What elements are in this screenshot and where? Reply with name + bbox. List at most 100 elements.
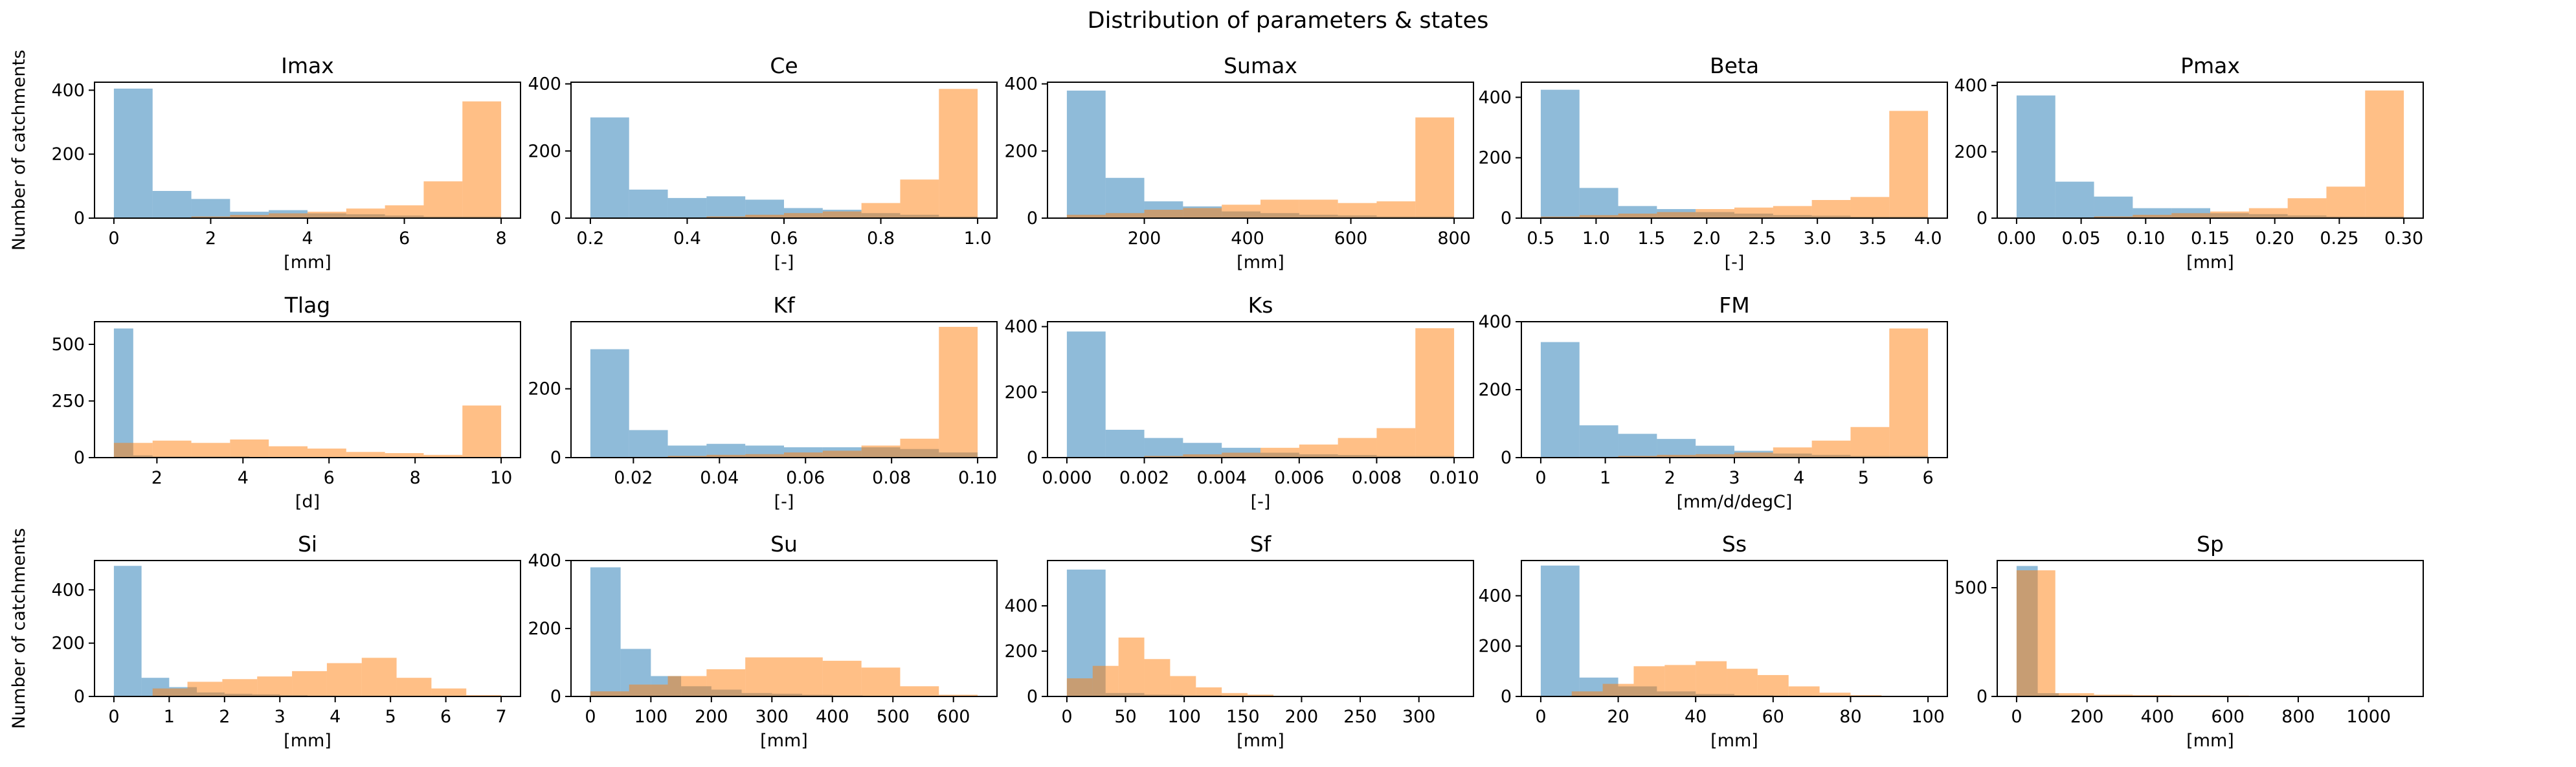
x-axis-label: [-] bbox=[774, 492, 794, 512]
bar-s2-8 bbox=[900, 438, 939, 458]
x-axis-label: [mm/d/degC] bbox=[1677, 492, 1793, 512]
bar-s2-3 bbox=[706, 216, 746, 218]
bar-s2-5 bbox=[1260, 447, 1299, 458]
bar-s2-6 bbox=[822, 450, 862, 458]
y-tick-label: 200 bbox=[1004, 641, 1038, 661]
bar-s2-7 bbox=[861, 667, 901, 697]
bar-s2-5 bbox=[784, 452, 823, 458]
bar-s2-6 bbox=[1773, 206, 1812, 218]
x-tick-label: 6 bbox=[399, 228, 410, 249]
x-tick-label: 500 bbox=[876, 707, 910, 727]
bar-s1-0 bbox=[590, 349, 629, 458]
bar-s2-7 bbox=[1788, 686, 1820, 696]
bar-s2-6 bbox=[361, 658, 397, 696]
bar-s2-5 bbox=[308, 449, 346, 458]
panel-title: Ss bbox=[1722, 531, 1747, 557]
x-tick-label: 0.10 bbox=[958, 468, 997, 488]
x-tick-label: 0 bbox=[585, 707, 596, 727]
axes-frame bbox=[94, 560, 521, 697]
x-tick-label: 2 bbox=[1664, 468, 1675, 488]
panel-sf: 0 50 100 150 200 250 300 0 200 400 Sf [mm] bbox=[1004, 531, 1474, 751]
axes-frame bbox=[1047, 82, 1474, 219]
bar-s1-1 bbox=[2055, 181, 2094, 218]
bar-s2-0 bbox=[152, 688, 188, 696]
bar-s2-3 bbox=[257, 676, 293, 696]
bar-s1-0 bbox=[1066, 331, 1106, 458]
bar-s2-2 bbox=[222, 679, 258, 696]
x-tick-label: 400 bbox=[816, 707, 849, 727]
x-tick-label: 0.15 bbox=[2191, 228, 2230, 249]
panel-ce: 0.2 0.4 0.6 0.8 1.0 0 200 400 Ce [-] bbox=[528, 53, 998, 272]
y-tick-label: 200 bbox=[1478, 636, 1512, 656]
bar-s2-2 bbox=[1633, 666, 1665, 696]
y-tick-label: 0 bbox=[1977, 208, 1988, 228]
panel-kf: 0.02 0.04 0.06 0.08 0.10 0 200 Kf [-] bbox=[528, 293, 998, 512]
panel-su: 0 100 200 300 400 500 600 0 200 400 Su [mm] bbox=[528, 531, 998, 751]
panel-title: Si bbox=[298, 531, 317, 557]
x-tick-label: 0 bbox=[2011, 707, 2022, 727]
x-axis-label: [-] bbox=[774, 252, 794, 272]
x-tick-label: 40 bbox=[1685, 707, 1707, 727]
bar-s2-5 bbox=[1734, 207, 1773, 218]
y-tick-label: 0 bbox=[550, 208, 561, 228]
x-axis-label: [mm] bbox=[2186, 252, 2234, 272]
y-tick-label: 400 bbox=[1478, 586, 1512, 606]
x-tick-label: 600 bbox=[2211, 707, 2245, 727]
x-tick-label: 3 bbox=[274, 707, 286, 727]
bar-s2-8 bbox=[1819, 693, 1851, 696]
bar-s2-4 bbox=[1170, 676, 1196, 696]
bar-s2-3 bbox=[230, 215, 269, 218]
x-tick-label: 20 bbox=[1607, 707, 1629, 727]
bar-s1-1 bbox=[1105, 429, 1145, 458]
bar-s1-3 bbox=[706, 443, 746, 458]
bar-s2-4 bbox=[1222, 205, 1260, 218]
bar-s2-6 bbox=[1757, 674, 1789, 696]
bar-s2-6 bbox=[1773, 447, 1812, 458]
panel-fm: 0 1 2 3 4 5 6 0 200 400 FM [mm/d/degC] bbox=[1478, 293, 1948, 512]
y-tick-label: 0 bbox=[1027, 448, 1038, 468]
x-tick-label: 0.002 bbox=[1119, 468, 1169, 488]
y-tick-label: 500 bbox=[1954, 578, 1988, 598]
x-tick-label: 1.0 bbox=[1582, 228, 1610, 249]
bar-s2-3 bbox=[1664, 665, 1696, 696]
y-tick-label: 0 bbox=[74, 448, 85, 468]
bar-s1-1 bbox=[1579, 425, 1618, 458]
x-tick-label: 0.008 bbox=[1352, 468, 1402, 488]
bar-s2-9 bbox=[2365, 90, 2404, 218]
panel-title: Kf bbox=[773, 293, 796, 318]
x-tick-label: 60 bbox=[1762, 707, 1784, 727]
bar-s2-7 bbox=[1811, 200, 1851, 218]
bar-s2-9 bbox=[1415, 328, 1455, 458]
bar-s1-3 bbox=[1657, 439, 1696, 458]
bar-s2-8 bbox=[423, 454, 463, 458]
x-tick-label: 6 bbox=[440, 707, 451, 727]
x-tick-label: 300 bbox=[756, 707, 789, 727]
panel-si: 0 1 2 3 4 5 6 7 0 200 400 Si [mm] Number of catchment… bbox=[9, 528, 521, 751]
x-axis-label: [mm] bbox=[2186, 731, 2234, 751]
bar-s2-8 bbox=[900, 686, 939, 696]
bar-s2-3 bbox=[1657, 454, 1696, 458]
bar-s2-5 bbox=[308, 212, 346, 218]
x-tick-label: 6 bbox=[324, 468, 335, 488]
x-tick-label: 8 bbox=[495, 228, 506, 249]
y-tick-label: 500 bbox=[51, 335, 85, 355]
bar-s2-7 bbox=[1248, 695, 1273, 696]
x-tick-label: 0 bbox=[1535, 468, 1546, 488]
x-tick-label: 0 bbox=[108, 228, 119, 249]
y-tick-label: 400 bbox=[1954, 76, 1988, 96]
bar-s2-9 bbox=[1889, 111, 1929, 218]
bar-s2-5 bbox=[784, 213, 823, 218]
bar-s2-5 bbox=[1260, 199, 1299, 218]
y-tick-label: 400 bbox=[528, 551, 561, 571]
x-tick-label: 1.5 bbox=[1637, 228, 1665, 249]
bar-s2-0 bbox=[590, 691, 629, 697]
x-tick-label: 5 bbox=[1858, 468, 1869, 488]
bar-s2-2 bbox=[191, 443, 230, 458]
bar-s2-1 bbox=[1092, 665, 1119, 696]
x-tick-label: 4 bbox=[238, 468, 249, 488]
x-tick-label: 200 bbox=[2070, 707, 2104, 727]
bar-s2-7 bbox=[396, 678, 432, 696]
bar-s1-0 bbox=[1540, 342, 1580, 458]
bar-s2-0 bbox=[1540, 216, 1580, 218]
bar-s2-2 bbox=[667, 676, 707, 696]
